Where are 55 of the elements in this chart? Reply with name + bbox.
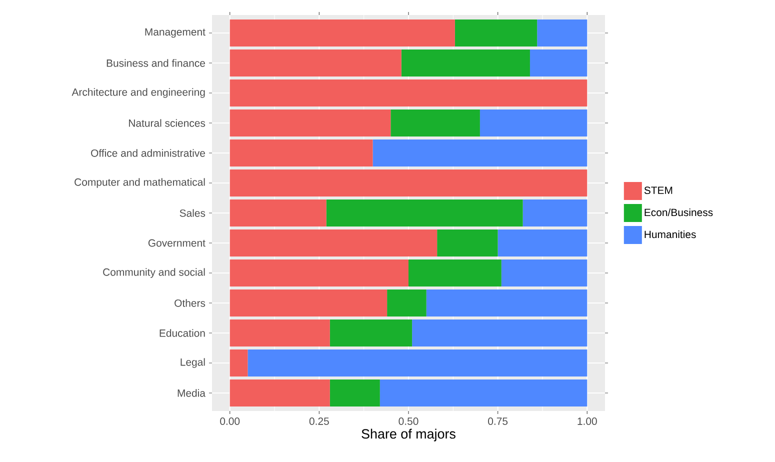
y-tick-label: Sales <box>180 209 206 217</box>
bar <box>522 200 588 227</box>
bar <box>530 50 588 76</box>
bar <box>330 380 380 407</box>
bar <box>248 350 588 377</box>
y-tick-label: Government <box>148 239 206 247</box>
bar <box>454 20 538 46</box>
bar <box>230 50 402 76</box>
bar <box>230 290 388 317</box>
y-tick-label: Management <box>145 28 206 38</box>
y-tick-label: Natural sciences <box>129 119 206 127</box>
bar <box>230 380 330 407</box>
bar <box>387 290 426 317</box>
y-tick-label: Computer and mathematical <box>74 178 205 188</box>
bar <box>498 230 588 257</box>
y-tick-label: Community and social <box>103 268 205 278</box>
x-tick-label: 0.25 <box>309 418 329 425</box>
bar <box>230 20 455 46</box>
bar <box>408 260 502 287</box>
y-tick-label: Legal <box>180 358 205 368</box>
legend-label: Econ/Business <box>644 208 713 216</box>
bar <box>230 260 409 287</box>
y-tick-label: Business and finance <box>106 59 205 67</box>
x-tick-label: 0.50 <box>398 418 418 425</box>
bar <box>437 230 498 257</box>
x-axis-title: Share of majors <box>362 428 456 442</box>
x-tick-label: 1.00 <box>578 418 597 425</box>
bar <box>326 200 523 227</box>
bar <box>230 140 373 166</box>
x-tick-label: 0.75 <box>488 418 508 425</box>
bar <box>372 140 588 166</box>
y-tick-label: Others <box>174 299 206 307</box>
y-tick-label: Office and administrative <box>91 149 205 157</box>
bar <box>390 110 480 136</box>
y-tick-label: Architecture and engineering <box>72 88 205 98</box>
y-tick-label: Education <box>160 329 205 337</box>
y-tick-label: Media <box>178 389 206 397</box>
bar <box>230 80 588 106</box>
bar <box>380 380 588 407</box>
bar <box>501 260 588 287</box>
legend-label: Humanities <box>644 230 696 238</box>
bar <box>537 20 588 46</box>
bar <box>330 320 412 347</box>
x-tick-label: 0.00 <box>220 418 240 425</box>
bar <box>480 110 588 136</box>
bar <box>230 170 588 197</box>
bar <box>426 290 588 317</box>
bar <box>230 350 248 377</box>
legend-label: STEM <box>644 186 672 194</box>
bar <box>401 50 530 76</box>
bar <box>230 230 438 257</box>
bar <box>230 320 330 347</box>
bar <box>412 320 588 347</box>
bar <box>230 110 391 136</box>
bar <box>230 200 326 227</box>
